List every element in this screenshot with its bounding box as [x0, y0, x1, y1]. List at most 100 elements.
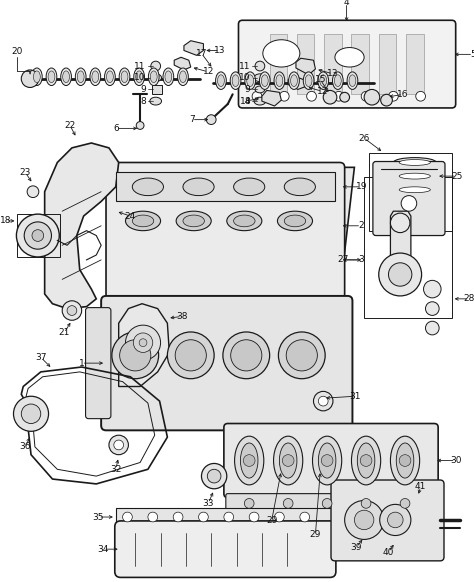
Ellipse shape	[31, 68, 42, 86]
Text: 16: 16	[397, 90, 409, 99]
Bar	[116, 508, 335, 526]
Ellipse shape	[75, 68, 86, 86]
Ellipse shape	[273, 436, 303, 485]
Circle shape	[175, 340, 206, 371]
Circle shape	[340, 93, 349, 102]
Ellipse shape	[46, 68, 57, 86]
Ellipse shape	[61, 68, 72, 86]
Ellipse shape	[132, 178, 164, 196]
Text: 8: 8	[140, 97, 146, 105]
Text: 39: 39	[351, 543, 362, 552]
Text: 32: 32	[110, 465, 121, 474]
Ellipse shape	[150, 74, 162, 81]
Ellipse shape	[92, 71, 99, 83]
Circle shape	[424, 281, 441, 298]
Ellipse shape	[349, 75, 356, 87]
Ellipse shape	[132, 215, 154, 227]
Ellipse shape	[119, 68, 130, 86]
Text: 13: 13	[214, 46, 226, 55]
Circle shape	[389, 91, 398, 101]
Text: 20: 20	[12, 47, 23, 56]
Ellipse shape	[332, 72, 343, 90]
Circle shape	[207, 469, 221, 483]
Bar	[270, 34, 287, 94]
FancyBboxPatch shape	[115, 521, 336, 577]
Circle shape	[286, 340, 318, 371]
Text: 33: 33	[202, 499, 214, 508]
Bar	[379, 34, 396, 94]
Circle shape	[243, 455, 255, 466]
Circle shape	[206, 115, 216, 125]
Text: 29: 29	[310, 530, 321, 539]
Circle shape	[400, 499, 410, 508]
Polygon shape	[174, 57, 191, 70]
Text: 25: 25	[451, 172, 462, 180]
Ellipse shape	[393, 171, 436, 181]
Text: 18: 18	[0, 217, 11, 225]
Ellipse shape	[63, 71, 70, 83]
Circle shape	[379, 253, 421, 296]
FancyBboxPatch shape	[331, 480, 444, 561]
Polygon shape	[288, 77, 306, 90]
Text: 28: 28	[464, 294, 474, 303]
Ellipse shape	[165, 71, 172, 83]
Ellipse shape	[90, 68, 100, 86]
Circle shape	[364, 90, 380, 105]
Circle shape	[109, 435, 128, 455]
Ellipse shape	[77, 71, 84, 83]
Ellipse shape	[178, 68, 188, 86]
Ellipse shape	[235, 436, 264, 485]
Circle shape	[67, 306, 77, 315]
Ellipse shape	[150, 97, 162, 105]
Circle shape	[300, 512, 310, 522]
Circle shape	[278, 332, 325, 379]
Text: 14: 14	[240, 97, 251, 105]
Bar	[406, 34, 424, 94]
Text: 40: 40	[383, 548, 394, 556]
Text: 17: 17	[196, 49, 207, 58]
Ellipse shape	[183, 215, 204, 227]
Ellipse shape	[255, 86, 265, 93]
Circle shape	[27, 186, 39, 197]
Circle shape	[361, 499, 371, 508]
Ellipse shape	[254, 97, 266, 105]
Circle shape	[389, 263, 412, 286]
Circle shape	[381, 94, 392, 106]
Circle shape	[252, 91, 262, 101]
Ellipse shape	[312, 436, 342, 485]
Ellipse shape	[230, 72, 241, 90]
Polygon shape	[262, 90, 282, 106]
Text: 1: 1	[79, 359, 84, 368]
Polygon shape	[184, 41, 203, 55]
Ellipse shape	[150, 71, 157, 83]
Ellipse shape	[399, 187, 430, 193]
Ellipse shape	[399, 173, 430, 179]
Polygon shape	[391, 211, 411, 265]
FancyBboxPatch shape	[226, 494, 436, 513]
Circle shape	[355, 510, 374, 530]
Circle shape	[21, 404, 41, 424]
Circle shape	[283, 455, 294, 466]
Circle shape	[17, 214, 59, 257]
Text: 6: 6	[113, 124, 118, 133]
Ellipse shape	[234, 215, 255, 227]
Circle shape	[361, 91, 371, 101]
Text: 30: 30	[450, 456, 461, 465]
Text: 36: 36	[19, 442, 31, 452]
Ellipse shape	[234, 178, 265, 196]
Circle shape	[255, 61, 265, 71]
Circle shape	[360, 455, 372, 466]
Circle shape	[231, 340, 262, 371]
Circle shape	[401, 196, 417, 211]
Ellipse shape	[134, 68, 145, 86]
Ellipse shape	[347, 72, 358, 90]
Ellipse shape	[263, 40, 300, 67]
Circle shape	[224, 512, 234, 522]
Text: 37: 37	[35, 353, 46, 362]
Bar	[369, 152, 452, 230]
Circle shape	[334, 91, 344, 101]
Text: 9: 9	[245, 85, 250, 94]
Ellipse shape	[396, 443, 414, 478]
Ellipse shape	[399, 159, 430, 165]
Polygon shape	[106, 168, 355, 294]
